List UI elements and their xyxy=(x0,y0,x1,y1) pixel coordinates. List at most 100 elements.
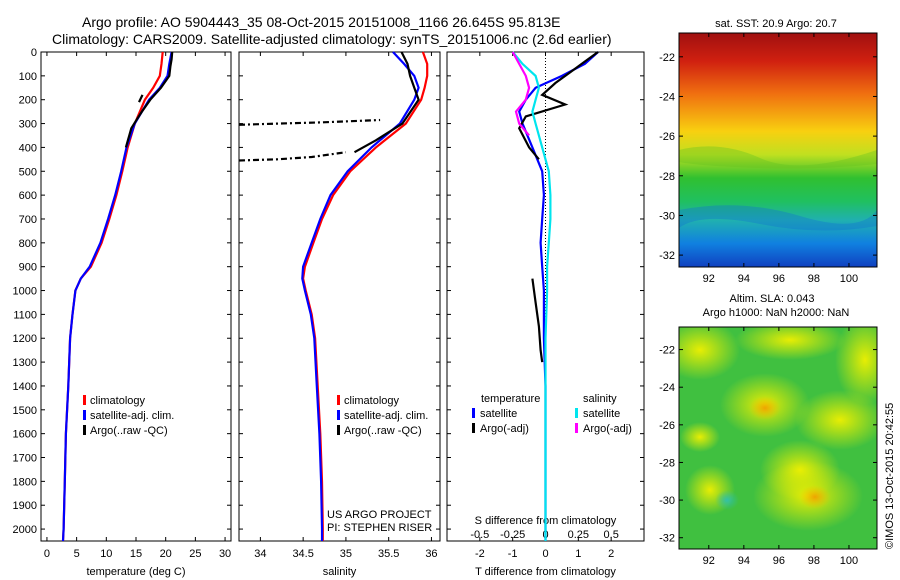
map-xtick-label: 100 xyxy=(840,555,858,567)
temperature-series-line xyxy=(124,51,174,148)
map-xtick-label: 94 xyxy=(738,273,750,285)
diff-legend-swatch xyxy=(575,423,578,433)
attribution-line-1: US ARGO PROJECT xyxy=(327,509,432,521)
map-xtick-label: 96 xyxy=(773,555,785,567)
salinity-xtick-label: 36 xyxy=(425,548,437,560)
temperature-xtick-label: 25 xyxy=(189,548,201,560)
depth-tick-label: 700 xyxy=(19,214,37,226)
sla-map-title-1: Altim. SLA: 0.043 xyxy=(730,293,815,305)
depth-tick-label: 200 xyxy=(19,95,37,107)
depth-tick-label: 1900 xyxy=(13,500,37,512)
difference-xtick-label: -2 xyxy=(475,548,485,560)
depth-tick-label: 1400 xyxy=(13,381,37,393)
salinity-xtick-label: 35 xyxy=(340,548,352,560)
depth-tick-label: 100 xyxy=(19,71,37,83)
map-xtick-label: 94 xyxy=(738,555,750,567)
difference-series-line xyxy=(511,51,552,541)
diff-legend-label: satellite xyxy=(480,408,517,420)
depth-tick-label: 300 xyxy=(19,119,37,131)
sst-map-texture xyxy=(679,205,877,231)
temperature-legend-label: climatology xyxy=(90,395,146,407)
salinity-series-line xyxy=(301,51,420,541)
sst-map-frame xyxy=(678,32,878,268)
sla-map-blob xyxy=(715,490,739,510)
salinity-legend-swatch xyxy=(337,410,340,420)
depth-tick-label: 0 xyxy=(31,47,37,59)
diff-legend-label: satellite xyxy=(583,408,620,420)
sla-map-blob xyxy=(799,485,831,509)
sst-map-texture xyxy=(679,146,877,169)
sst-map-image xyxy=(679,33,877,267)
temperature-legend-swatch xyxy=(83,395,86,405)
sst-map-title: sat. SST: 20.9 Argo: 20.7 xyxy=(715,18,837,30)
sla-map-blob xyxy=(795,390,877,450)
map-ytick-label: -30 xyxy=(659,495,675,507)
sla-map-blob xyxy=(835,327,877,405)
salinity-diff-tick-label: 0.5 xyxy=(604,529,619,541)
salinity-panel: 34 34.5 35 35.5 36 salinity xyxy=(238,51,441,578)
salinity-series-line xyxy=(238,118,381,126)
sla-map-blob xyxy=(735,327,845,360)
salinity-diff-tick-label: 0.25 xyxy=(568,529,589,541)
sla-map-blob xyxy=(680,422,720,452)
depth-tick-label: 400 xyxy=(19,142,37,154)
depth-tick-label: 2000 xyxy=(13,524,37,536)
diff-legend-header: salinity xyxy=(583,393,617,405)
imos-credit: ©IMOS 13-Oct-2015 20:42:55 xyxy=(884,403,896,549)
salinity-series-line xyxy=(353,51,420,154)
difference-series-line xyxy=(511,51,531,137)
salinity-legend-swatch xyxy=(337,425,340,435)
temperature-series-line xyxy=(138,94,144,103)
diff-legend-swatch xyxy=(472,423,475,433)
depth-tick-label: 1300 xyxy=(13,357,37,369)
difference-panel: -2 -1 0 1 2 T difference from climatology -0.5… xyxy=(446,51,645,578)
temperature-xtick-label: 10 xyxy=(100,548,112,560)
difference-xtick-label: 2 xyxy=(608,548,614,560)
salinity-series-line xyxy=(238,151,347,162)
depth-tick-label: 1500 xyxy=(13,405,37,417)
salinity-legend-label: satellite-adj. clim. xyxy=(344,410,428,422)
temperature-xtick-label: 0 xyxy=(44,548,50,560)
difference-xlabel: T difference from climatology xyxy=(475,566,616,578)
header-line-1: Argo profile: AO 5904443_35 08-Oct-2015 … xyxy=(82,14,560,30)
attribution-line-2: PI: STEPHEN RISER xyxy=(327,522,432,534)
diff-legend-label: Argo(-adj) xyxy=(583,423,632,435)
map-ytick-label: -24 xyxy=(659,382,675,394)
map-ytick-label: -22 xyxy=(659,52,675,64)
map-ytick-label: -24 xyxy=(659,91,675,103)
salinity-frame xyxy=(238,51,441,542)
depth-tick-label: 1700 xyxy=(13,453,37,465)
temperature-xtick-label: 20 xyxy=(160,548,172,560)
temperature-xtick-label: 15 xyxy=(130,548,142,560)
temperature-legend-label: Argo(..raw -QC) xyxy=(90,425,168,437)
salinity-xtick-label: 34 xyxy=(254,548,266,560)
salinity-legend-label: climatology xyxy=(344,395,400,407)
temperature-xtick-label: 5 xyxy=(74,548,80,560)
sst-map: sat. SST: 20.9 Argo: 20.7 92 94 96 98 100 -22… xyxy=(659,18,878,285)
diff-legend-header: temperature xyxy=(481,393,540,405)
map-ytick-label: -28 xyxy=(659,171,675,183)
depth-tick-label: 500 xyxy=(19,166,37,178)
salinity-diff-tick-label: -0.5 xyxy=(470,529,489,541)
map-xtick-label: 98 xyxy=(808,555,820,567)
header-line-2: Climatology: CARS2009. Satellite-adjuste… xyxy=(52,31,612,47)
salinity-legend-swatch xyxy=(337,395,340,405)
map-ytick-label: -30 xyxy=(659,210,675,222)
map-ytick-label: -28 xyxy=(659,457,675,469)
sla-map: Altim. SLA: 0.043 Argo h1000: NaN h2000:… xyxy=(659,293,878,567)
map-ytick-label: -26 xyxy=(659,420,675,432)
map-xtick-label: 92 xyxy=(703,555,715,567)
diff-legend-swatch xyxy=(472,408,475,418)
map-xtick-label: 92 xyxy=(703,273,715,285)
salinity-xtick-label: 35.5 xyxy=(378,548,399,560)
map-ytick-label: -22 xyxy=(659,345,675,357)
temperature-xlabel: temperature (deg C) xyxy=(86,566,185,578)
difference-series-line xyxy=(531,278,544,363)
salinity-legend-label: Argo(..raw -QC) xyxy=(344,425,422,437)
salinity-xtick-label: 34.5 xyxy=(292,548,313,560)
sla-map-blob xyxy=(749,396,781,420)
temperature-panel: 0100200300400500600700800900100011001200… xyxy=(13,47,232,578)
difference-series-line xyxy=(518,51,599,541)
map-ytick-label: -32 xyxy=(659,250,675,262)
map-xtick-label: 98 xyxy=(808,273,820,285)
